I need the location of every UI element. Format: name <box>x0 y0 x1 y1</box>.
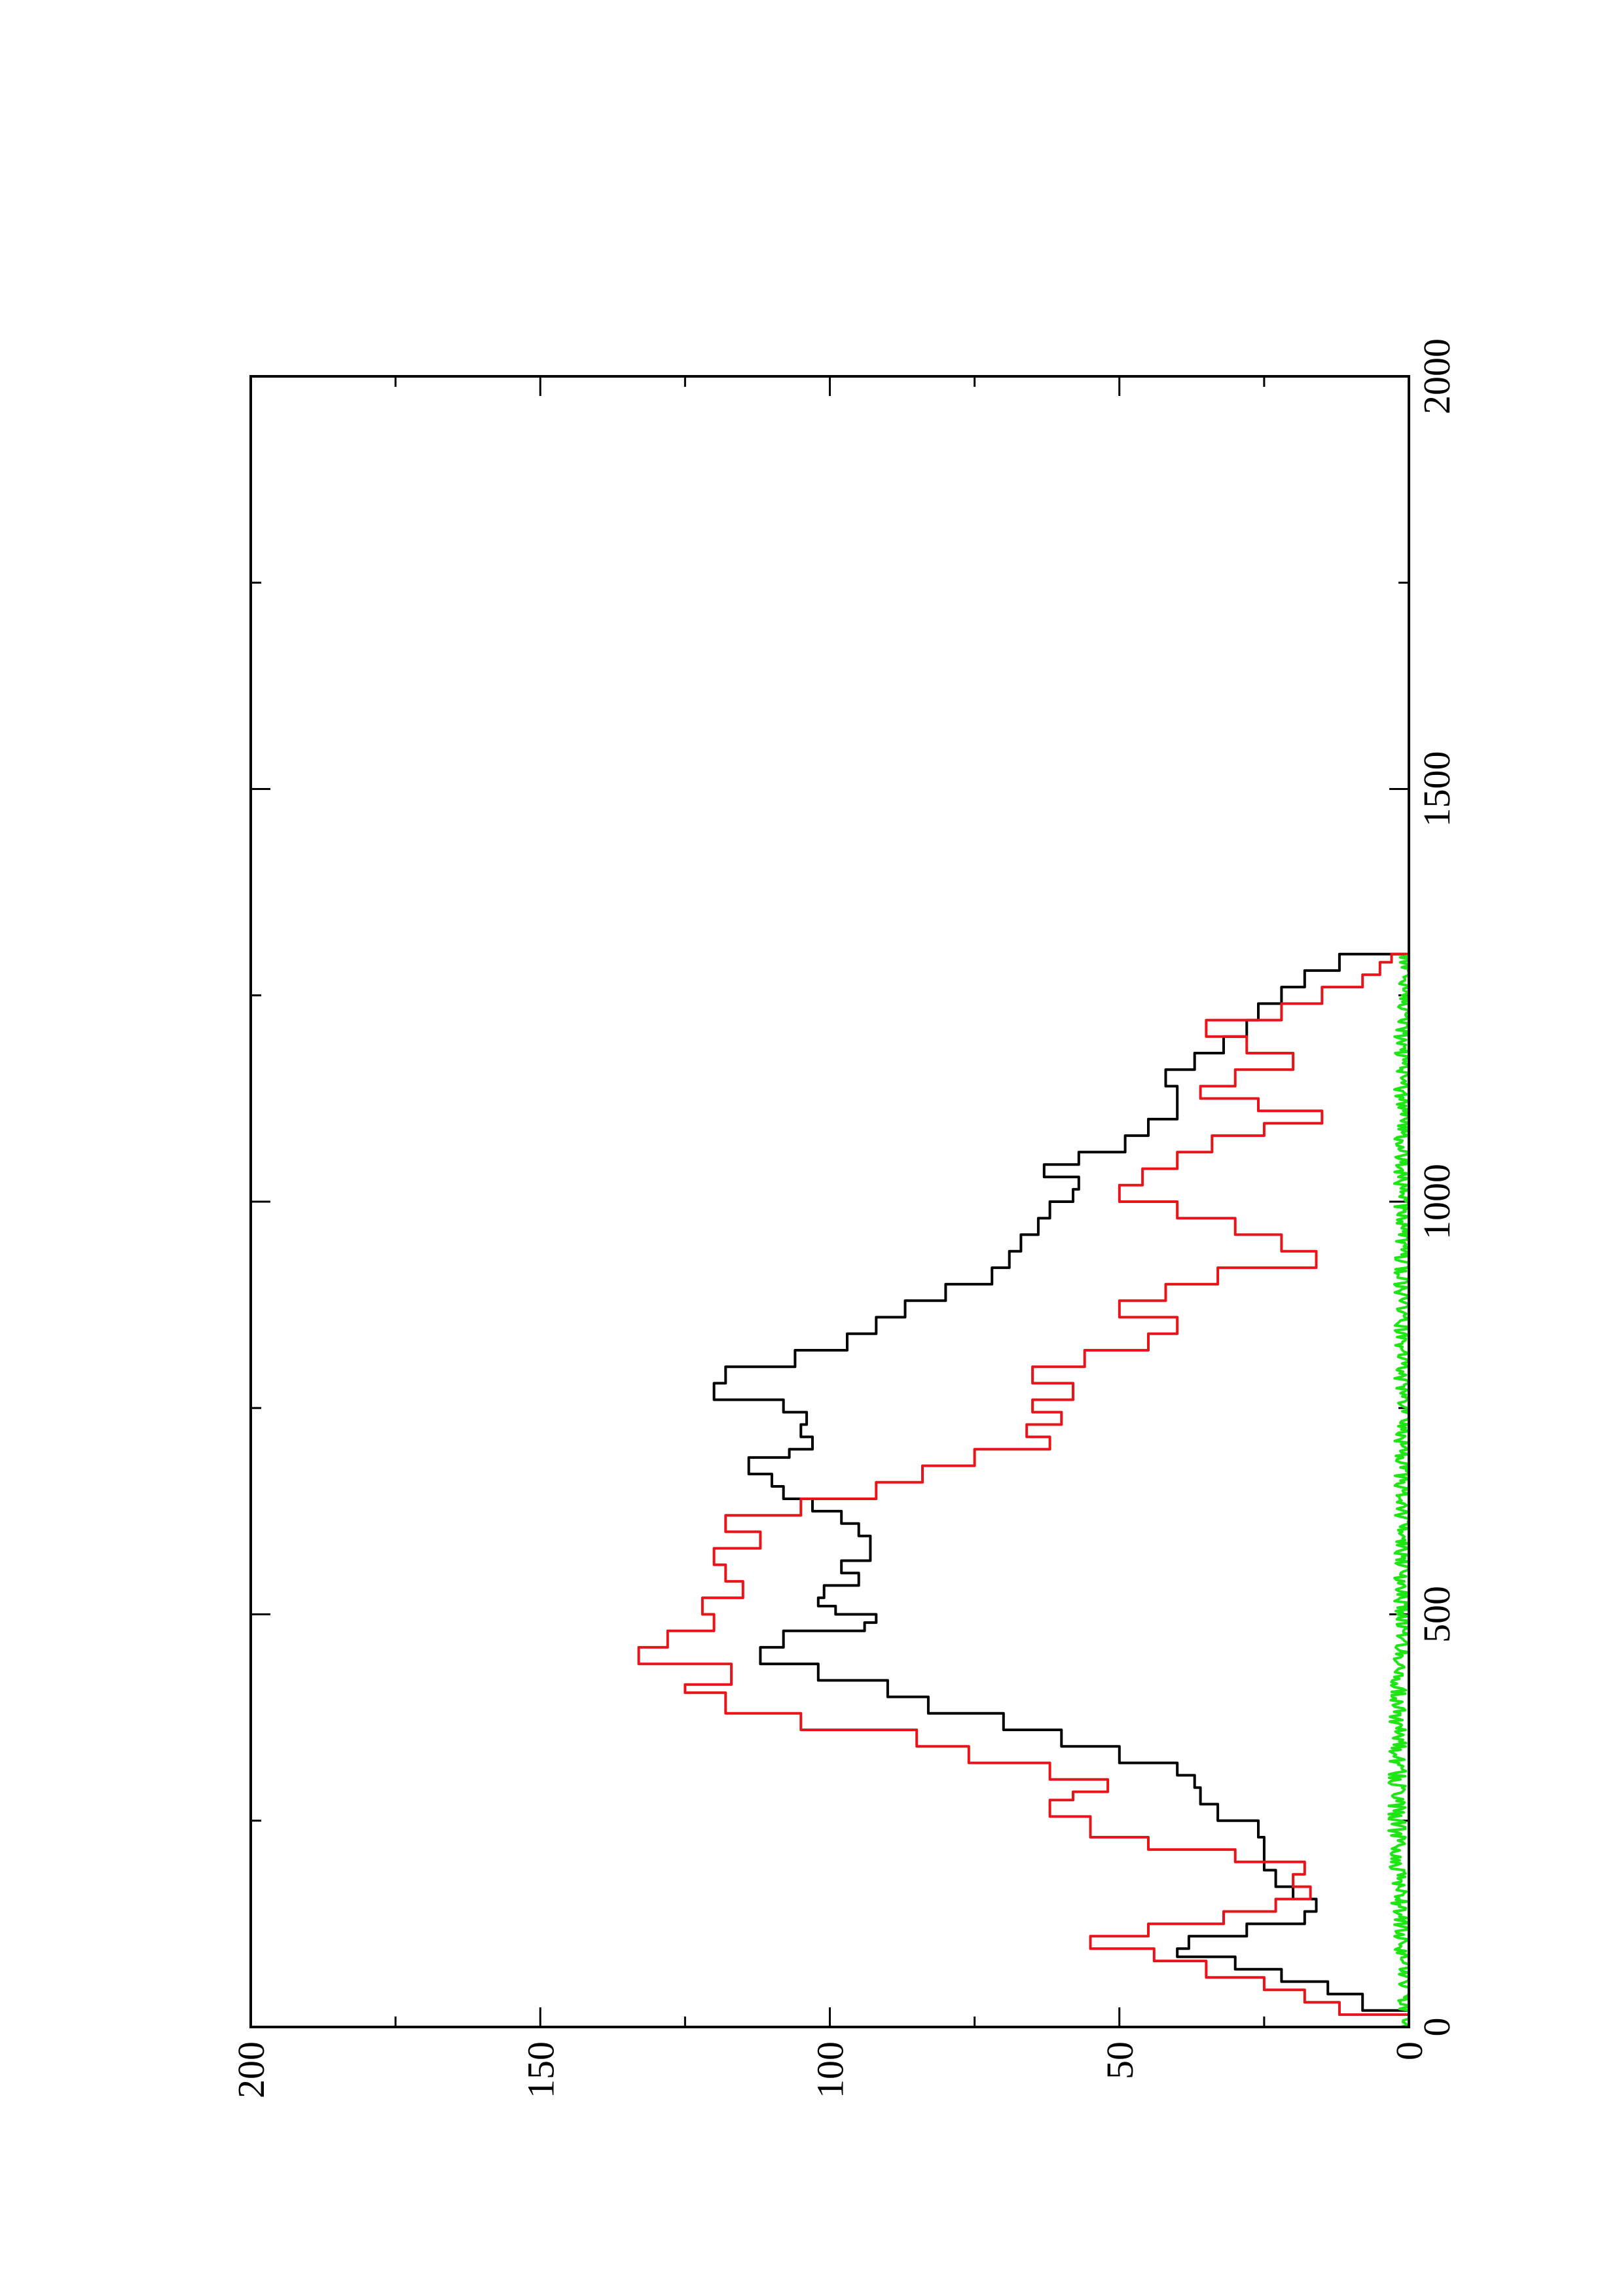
tick-labels: 0 500 1000 1500 2000 0 50 100 150 200 <box>230 338 1458 2098</box>
x-tick-label: 1500 <box>1415 751 1458 827</box>
x-tick-label: 1000 <box>1415 1164 1458 1240</box>
y-tick-label: 0 <box>1388 2041 1431 2060</box>
x-tick-label: 0 <box>1415 2018 1458 2037</box>
plot-frame <box>249 375 1410 2028</box>
y-tick-label: 50 <box>1099 2041 1141 2079</box>
x-tick-label: 500 <box>1415 1586 1458 1643</box>
series-line-2 <box>637 952 1410 2027</box>
series-layer <box>637 952 1410 2028</box>
y-tick-label: 200 <box>230 2041 272 2098</box>
y-tick-label: 100 <box>809 2041 852 2098</box>
y-tick-label: 150 <box>519 2041 562 2098</box>
x-tick-label: 2000 <box>1415 338 1458 414</box>
series-line-3 <box>1387 954 1410 2028</box>
tick-marks <box>249 375 1410 2028</box>
